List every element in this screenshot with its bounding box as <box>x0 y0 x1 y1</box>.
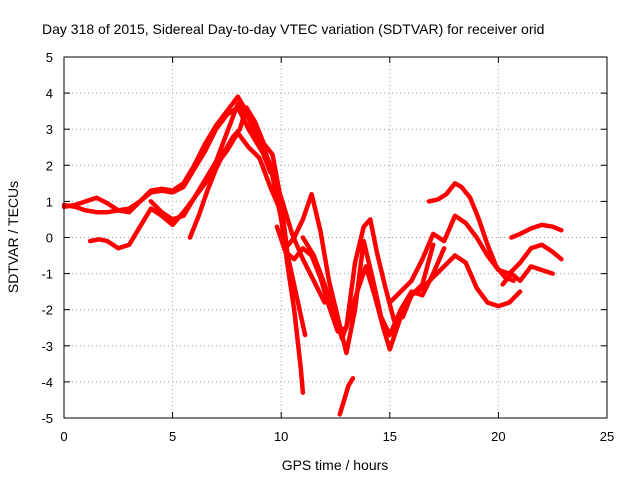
x-tick-label: 25 <box>600 429 614 444</box>
x-axis-label: GPS time / hours <box>282 457 389 473</box>
y-tick-label: 1 <box>46 194 53 209</box>
x-tick-label: 0 <box>60 429 67 444</box>
y-tick-label: 3 <box>46 122 53 137</box>
y-tick-label: -1 <box>41 267 53 282</box>
x-tick-label: 10 <box>274 429 288 444</box>
y-tick-label: -4 <box>41 375 53 390</box>
y-tick-label: 5 <box>46 50 53 65</box>
x-tick-label: 15 <box>383 429 397 444</box>
satellite-track-8 <box>300 235 523 352</box>
satellite-track-13 <box>500 264 555 287</box>
satellite-track-11 <box>387 213 564 305</box>
y-tick-label: 0 <box>46 231 53 246</box>
series-group <box>61 94 564 417</box>
satellite-track-5 <box>187 105 308 338</box>
x-tick-label: 20 <box>491 429 505 444</box>
satellite-track-12 <box>509 222 564 240</box>
grid <box>64 57 607 418</box>
y-tick-label: -2 <box>41 303 53 318</box>
y-tick-label: -5 <box>41 411 53 426</box>
plot-frame <box>63 56 608 419</box>
y-tick-label: 4 <box>46 86 53 101</box>
chart-title: Day 318 of 2015, Sidereal Day-to-day VTE… <box>42 21 544 37</box>
satellite-track-9 <box>337 376 356 417</box>
y-axis-label: SDTVAR / TECUs <box>5 181 21 293</box>
satellite-track-2 <box>61 105 327 305</box>
y-tick-label: 2 <box>46 158 53 173</box>
x-tick-label: 5 <box>169 429 176 444</box>
y-tick-label: -3 <box>41 339 53 354</box>
axes: 0 5 10 15 20 25 -5 -4 -3 -2 -1 0 1 2 3 4 5 <box>41 50 614 444</box>
satellite-track-1 <box>61 94 306 395</box>
